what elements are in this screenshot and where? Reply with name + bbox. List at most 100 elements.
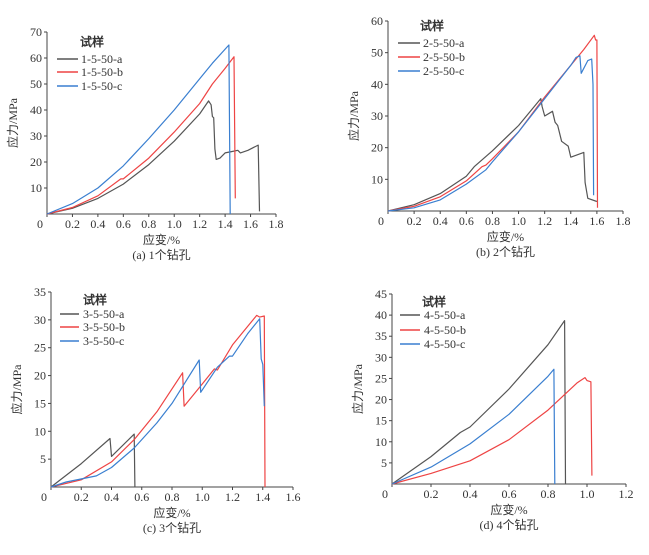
- x-axis-label: 应变/%: [153, 505, 190, 520]
- y-tick-label: 30: [375, 350, 387, 364]
- x-tick-label: 1.2: [619, 487, 634, 501]
- y-tick-label: 40: [371, 77, 383, 91]
- x-tick-label: 0.8: [165, 490, 180, 504]
- legend-title: 试样: [420, 18, 444, 33]
- series-line-3-5-50-c: [50, 318, 265, 488]
- y-tick-label: 50: [30, 77, 42, 91]
- y-tick-label: 30: [34, 313, 46, 327]
- y-tick-label: 30: [30, 129, 42, 143]
- series-line-4-5-50-a: [391, 320, 567, 485]
- x-tick-label: 1.6: [243, 217, 258, 231]
- y-tick-label: 30: [371, 109, 383, 123]
- x-tick-label: 1.8: [269, 217, 284, 231]
- x-tick-label: 0: [37, 217, 43, 231]
- x-tick-label: 1.0: [580, 487, 595, 501]
- series-line-4-5-50-b: [391, 377, 593, 485]
- chart-caption: (a) 1个钻孔: [132, 247, 190, 262]
- chart-caption: (d) 4个钻孔: [480, 517, 539, 532]
- x-tick-label: 0: [382, 487, 388, 501]
- x-tick-label: 1.2: [192, 217, 207, 231]
- y-tick-label: 35: [34, 285, 46, 299]
- x-axis-label: 应变/%: [487, 229, 524, 244]
- legend-label: 2-5-50-a: [423, 36, 465, 50]
- y-axis-label: 应力/MPa: [346, 90, 361, 141]
- y-tick-label: 60: [30, 51, 42, 65]
- legend-label: 3-5-50-b: [83, 320, 125, 334]
- y-tick-label: 25: [375, 371, 387, 385]
- y-tick-label: 10: [34, 424, 46, 438]
- x-tick-label: 0.8: [541, 487, 556, 501]
- y-axis-label: 应力/MPa: [5, 97, 20, 148]
- series-line-2-5-50-b: [387, 34, 599, 212]
- x-tick-label: 0: [378, 214, 384, 228]
- x-tick-label: 1.0: [195, 490, 210, 504]
- y-tick-label: 20: [371, 141, 383, 155]
- x-tick-label: 0.4: [104, 490, 119, 504]
- legend-label: 4-5-50-c: [424, 337, 465, 351]
- series-line-2-5-50-c: [387, 55, 595, 212]
- y-tick-label: 20: [30, 155, 42, 169]
- y-axis-label: 应力/MPa: [350, 363, 365, 414]
- y-tick-label: 45: [375, 287, 387, 301]
- x-axis-label: 应变/%: [143, 232, 180, 247]
- legend-label: 1-5-50-a: [81, 52, 123, 66]
- x-tick-label: 0: [41, 490, 47, 504]
- legend-label: 4-5-50-b: [424, 323, 466, 337]
- legend-label: 3-5-50-c: [83, 334, 124, 348]
- y-tick-label: 20: [34, 369, 46, 383]
- x-tick-label: 1.6: [589, 214, 604, 228]
- legend-label: 3-5-50-a: [83, 307, 125, 321]
- y-tick-label: 35: [375, 329, 387, 343]
- y-tick-label: 5: [40, 452, 46, 466]
- series-line-3-5-50-b: [50, 314, 266, 488]
- x-tick-label: 0.6: [459, 214, 474, 228]
- y-tick-label: 15: [375, 414, 387, 428]
- y-tick-label: 20: [375, 393, 387, 407]
- legend-label: 4-5-50-a: [424, 308, 466, 322]
- x-tick-label: 0.8: [141, 217, 156, 231]
- x-tick-label: 1.0: [511, 214, 526, 228]
- x-tick-label: 0.4: [433, 214, 448, 228]
- y-tick-label: 50: [371, 46, 383, 60]
- x-tick-label: 1.2: [225, 490, 240, 504]
- legend-label: 2-5-50-c: [423, 64, 464, 78]
- y-tick-label: 10: [375, 435, 387, 449]
- legend-label: 1-5-50-b: [81, 65, 123, 79]
- y-tick-label: 40: [375, 308, 387, 322]
- x-tick-label: 0.2: [407, 214, 422, 228]
- x-tick-label: 0.8: [485, 214, 500, 228]
- y-tick-label: 40: [30, 103, 42, 117]
- x-tick-label: 0.4: [90, 217, 105, 231]
- x-tick-label: 0.2: [65, 217, 80, 231]
- x-tick-label: 0.4: [463, 487, 478, 501]
- y-axis-label: 应力/MPa: [9, 364, 24, 415]
- y-tick-label: 10: [30, 181, 42, 195]
- x-tick-label: 0.6: [134, 490, 149, 504]
- chart-caption: (c) 3个钻孔: [143, 520, 201, 535]
- series-line-3-5-50-a: [50, 433, 136, 488]
- x-tick-label: 0.6: [116, 217, 131, 231]
- series-line-1-5-50-a: [46, 100, 261, 215]
- x-tick-label: 0.2: [74, 490, 89, 504]
- y-tick-label: 15: [34, 396, 46, 410]
- x-tick-label: 1.4: [218, 217, 233, 231]
- y-tick-label: 25: [34, 341, 46, 355]
- series-line-1-5-50-c: [46, 44, 231, 215]
- x-tick-label: 1.8: [616, 214, 631, 228]
- y-tick-label: 60: [371, 14, 383, 28]
- x-tick-label: 1.4: [255, 490, 270, 504]
- chart-caption: (b) 2个钻孔: [476, 244, 535, 259]
- x-tick-label: 1.0: [167, 217, 182, 231]
- legend-label: 1-5-50-c: [81, 79, 122, 93]
- legend-title: 试样: [83, 292, 107, 307]
- series-line-4-5-50-c: [391, 368, 556, 485]
- x-axis-label: 应变/%: [490, 502, 527, 517]
- x-tick-label: 0.2: [424, 487, 439, 501]
- legend-title: 试样: [80, 34, 104, 49]
- x-tick-label: 1.4: [563, 214, 578, 228]
- legend-title: 试样: [422, 294, 446, 309]
- y-tick-label: 5: [381, 456, 387, 470]
- x-tick-label: 1.6: [286, 490, 301, 504]
